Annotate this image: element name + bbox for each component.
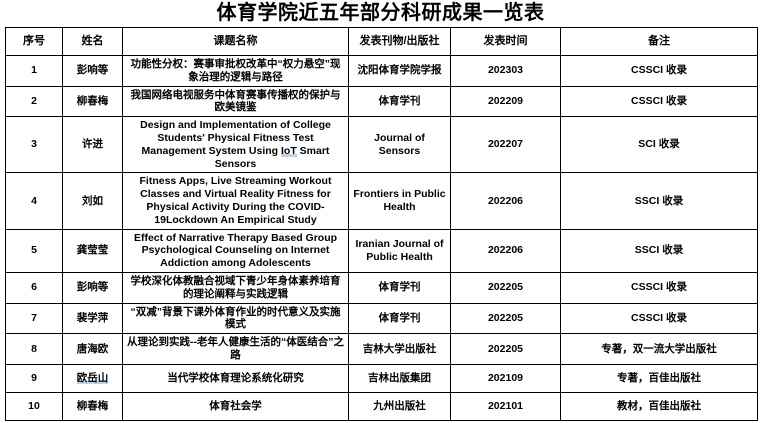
cell-note: 专著，百佳出版社	[560, 363, 758, 393]
cell-note: 专著，双一流大学出版社	[560, 333, 758, 365]
cell-journal: Journal of Sensors	[348, 116, 451, 174]
cell-topic: 从理论到实践--老年人健康生活的“体医结合”之路	[122, 333, 349, 365]
cell-date: 202205	[450, 271, 561, 304]
column-header-topic: 课题名称	[122, 27, 349, 56]
cell-no: 8	[5, 333, 63, 365]
cell-note: 教材，百佳出版社	[560, 391, 758, 421]
cell-topic: Design and Implementation of College Stu…	[122, 116, 349, 174]
highlighted-text: IoT	[281, 144, 297, 157]
cell-topic: 当代学校体育理论系统化研究	[122, 363, 349, 393]
cell-date: 202206	[450, 228, 561, 273]
page-title: 体育学院近五年部分科研成果一览表	[216, 2, 545, 24]
cell-note: SCI 收录	[560, 116, 758, 174]
cell-journal: 体育学刊	[348, 302, 451, 335]
cell-no: 9	[5, 363, 63, 393]
column-header-no: 序号	[5, 27, 63, 56]
cell-name: 柳春梅	[62, 391, 123, 421]
table-row: 4 刘如 Fitness Apps, Live Streaming Workou…	[5, 172, 758, 230]
cell-note: CSSCI 收录	[560, 302, 758, 335]
cell-note: CSSCI 收录	[560, 85, 758, 118]
cell-date: 202206	[450, 172, 561, 230]
cell-topic: 体育社会学	[122, 391, 349, 421]
column-header-date: 发表时间	[450, 27, 561, 56]
cell-journal: 吉林大学出版社	[348, 333, 451, 365]
cell-no: 1	[5, 55, 63, 87]
table-row: 7 裴学萍 “双减”背景下课外体育作业的时代意义及实施模式 体育学刊 20220…	[5, 302, 758, 335]
cell-no: 10	[5, 391, 63, 421]
cell-name: 许进	[62, 116, 123, 174]
cell-date: 202205	[450, 302, 561, 335]
cell-name: 龚莹莹	[62, 228, 123, 273]
table-row: 3 许进 Design and Implementation of Colleg…	[5, 116, 758, 174]
cell-note: CSSCI 收录	[560, 55, 758, 87]
cell-journal: 九州出版社	[348, 391, 451, 421]
cell-name: 刘如	[62, 172, 123, 230]
cell-topic: “双减”背景下课外体育作业的时代意义及实施模式	[122, 302, 349, 335]
column-header-note: 备注	[560, 27, 758, 56]
cell-no: 7	[5, 302, 63, 335]
cell-no: 3	[5, 116, 63, 174]
cell-journal: 沈阳体育学院学报	[348, 55, 451, 87]
header-row: 序号 姓名 课题名称 发表刊物/出版社 发表时间 备注	[5, 27, 758, 56]
cell-name: 彭响等	[62, 55, 123, 87]
cell-journal: 体育学刊	[348, 85, 451, 118]
cell-no: 6	[5, 271, 63, 304]
topic-text: Smart Sensors	[214, 144, 330, 170]
cell-no: 2	[5, 85, 63, 118]
cell-topic: 功能性分权：赛事审批权改革中“权力悬空”现象治理的逻辑与路径	[122, 55, 349, 87]
cell-note: CSSCI 收录	[560, 271, 758, 304]
table-row: 5 龚莹莹 Effect of Narrative Therapy Based …	[5, 228, 758, 273]
cell-journal: 吉林出版集团	[348, 363, 451, 393]
cell-name: 唐海欧	[62, 333, 123, 365]
highlighted-text: 欧岳山	[76, 371, 109, 384]
table-row: 6 彭响等 学校深化体教融合视域下青少年身体素养培育的理论阐释与实践逻辑 体育学…	[5, 271, 758, 304]
cell-note: SSCI 收录	[560, 172, 758, 230]
table-row: 9 欧岳山 当代学校体育理论系统化研究 吉林出版集团 202109 专著，百佳出…	[5, 363, 758, 393]
cell-journal: 体育学刊	[348, 271, 451, 304]
cell-no: 4	[5, 172, 63, 230]
cell-topic: Fitness Apps, Live Streaming Workout Cla…	[122, 172, 349, 230]
topic-text: Design and Implementation of College Stu…	[140, 119, 331, 157]
cell-name: 裴学萍	[62, 302, 123, 335]
column-header-journal: 发表刊物/出版社	[348, 27, 451, 56]
table-row: 8 唐海欧 从理论到实践--老年人健康生活的“体医结合”之路 吉林大学出版社 2…	[5, 333, 758, 365]
cell-date: 202303	[450, 55, 561, 87]
cell-date: 202209	[450, 85, 561, 118]
cell-no: 5	[5, 228, 63, 273]
cell-date: 202101	[450, 391, 561, 421]
cell-topic: 学校深化体教融合视域下青少年身体素养培育的理论阐释与实践逻辑	[122, 271, 349, 304]
cell-name: 柳春梅	[62, 85, 123, 118]
cell-date: 202109	[450, 363, 561, 393]
table-row: 1 彭响等 功能性分权：赛事审批权改革中“权力悬空”现象治理的逻辑与路径 沈阳体…	[5, 55, 758, 87]
table-row: 10 柳春梅 体育社会学 九州出版社 202101 教材，百佳出版社	[5, 391, 758, 421]
column-header-name: 姓名	[62, 27, 123, 56]
cell-topic: Effect of Narrative Therapy Based Group …	[122, 228, 349, 273]
table-row: 2 柳春梅 我国网络电视服务中体育赛事传播权的保护与欧美镜鉴 体育学刊 2022…	[5, 85, 758, 118]
cell-note: SSCI 收录	[560, 228, 758, 273]
cell-name: 彭响等	[62, 271, 123, 304]
cell-name: 欧岳山	[62, 363, 123, 393]
cell-date: 202207	[450, 116, 561, 174]
cell-journal: Iranian Journal of Public Health	[348, 228, 451, 273]
cell-journal: Frontiers in Public Health	[348, 172, 451, 230]
research-results-table: 序号 姓名 课题名称 发表刊物/出版社 发表时间 备注 1 彭响等 功能性分权：…	[5, 27, 758, 421]
cell-topic: 我国网络电视服务中体育赛事传播权的保护与欧美镜鉴	[122, 85, 349, 118]
cell-date: 202205	[450, 333, 561, 365]
